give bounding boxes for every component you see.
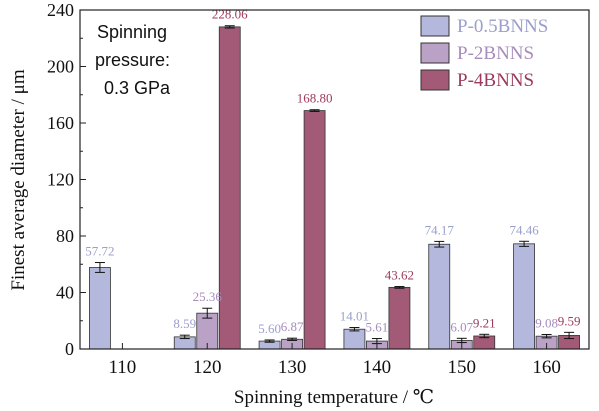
legend-label-p-4bnns: P-4BNNS (457, 70, 534, 91)
y-axis-ticks: 0 40 80 120 160 200 240 (47, 0, 86, 359)
bar (343, 328, 366, 350)
data-label: 168.80 (297, 91, 333, 106)
y-tick-label: 0 (65, 339, 74, 359)
y-tick-label: 200 (47, 57, 74, 77)
bar (218, 26, 241, 350)
data-label: 6.87 (281, 319, 304, 334)
annotation-line-1: Spinning (97, 22, 167, 42)
x-tick-label: 130 (278, 357, 307, 378)
annotation-line-2: pressure: (95, 50, 170, 70)
data-label: 8.59 (173, 316, 196, 331)
y-tick-label: 160 (47, 113, 74, 133)
y-tick-label: 240 (47, 0, 74, 20)
data-label: 9.08 (535, 315, 558, 330)
data-label: 9.59 (558, 313, 581, 328)
x-axis-ticks: 110 120 130 140 150 160 (109, 343, 561, 378)
legend-swatch-p-0.5bnns (420, 15, 450, 37)
data-label: 6.07 (450, 319, 473, 334)
legend: P-0.5BNNS P-2BNNS P-4BNNS (420, 15, 548, 91)
data-label: 25.36 (193, 289, 223, 304)
legend-label-p-2bnns: P-2BNNS (457, 43, 534, 64)
data-label: 5.61 (366, 320, 389, 335)
x-tick-label: 160 (532, 357, 561, 378)
bar (303, 110, 326, 350)
x-tick-label: 140 (363, 357, 392, 378)
data-label: 9.21 (473, 315, 496, 330)
x-axis-title: Spinning temperature / ℃ (234, 387, 434, 408)
y-tick-label: 80 (56, 226, 74, 246)
legend-label-p-0.5bnns: P-0.5BNNS (457, 16, 548, 37)
data-label: 57.72 (85, 244, 114, 259)
data-label: 43.62 (385, 268, 414, 283)
pressure-annotation: Spinning pressure: 0.3 GPa (95, 22, 171, 98)
data-label: 74.17 (425, 222, 455, 237)
bar (513, 243, 535, 350)
legend-swatch-p-2bnns (420, 42, 450, 64)
y-tick-label: 120 (47, 170, 74, 190)
data-label: 74.46 (509, 222, 539, 237)
x-tick-label: 120 (193, 357, 222, 378)
y-tick-label: 40 (56, 283, 74, 303)
legend-swatch-p-4bnns (420, 69, 450, 91)
bar (89, 267, 111, 350)
bar (428, 243, 451, 350)
x-tick-label: 150 (448, 357, 477, 378)
bar (388, 286, 411, 350)
x-tick-label: 110 (109, 357, 137, 378)
y-axis-title: Finest average diameter / μm (8, 69, 29, 290)
data-label: 5.60 (258, 321, 281, 336)
data-label: 228.06 (212, 7, 248, 22)
data-label: 14.01 (340, 309, 369, 324)
annotation-line-3: 0.3 GPa (104, 78, 171, 98)
